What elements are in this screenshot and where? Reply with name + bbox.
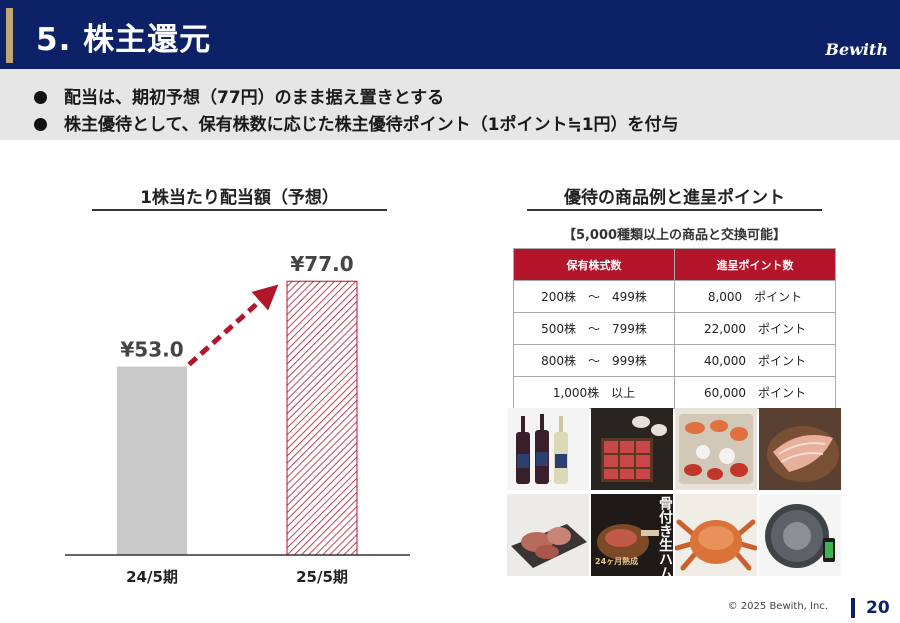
page-number: 20 — [866, 598, 890, 618]
bar-value-label: ¥77.0 — [290, 252, 353, 276]
header-bar: 5. 株主還元 Bewith — [0, 0, 900, 69]
summary-band: 配当は、期初予想（77円）のまま据え置きとする 株主優待として、保有株数に応じた… — [0, 69, 900, 140]
robot-vacuum-photo — [759, 494, 841, 576]
table-cell-shares: 200株 ～ 499株 — [513, 280, 675, 313]
bullet-icon — [34, 91, 47, 104]
category-label: 25/5期 — [296, 568, 348, 586]
exchange-note: 【5,000種類以上の商品と交換可能】 — [562, 228, 787, 243]
roast-beef-photo — [507, 494, 589, 576]
growth-arrow — [187, 284, 279, 367]
benefit-section-title: 優待の商品例と進呈ポイント — [564, 188, 785, 208]
dividend-bar-chart: ¥53.0 24/5期 ¥77.0 25/5期 — [65, 252, 410, 586]
bullet-item: 配当は、期初予想（77円）のまま据え置きとする — [34, 83, 444, 108]
table-cell-shares: 800株 ～ 999株 — [513, 344, 675, 377]
table-cell-shares: 1,000株 以上 — [513, 376, 675, 409]
table-row: 1,000株 以上 60,000 ポイント — [513, 376, 836, 409]
table-cell-shares: 500株 ～ 799株 — [513, 312, 675, 345]
fish-fillet-photo — [759, 408, 841, 490]
page-title: 5. 株主還元 — [36, 22, 212, 58]
hairy-crab-photo — [675, 494, 757, 576]
dividend-section-title: 1株当たり配当額（予想） — [140, 188, 339, 208]
dividend-title-rule — [92, 209, 387, 211]
table-cell-points: 60,000 ポイント — [674, 376, 836, 409]
table-row: 200株 ～ 499株 8,000 ポイント — [513, 280, 836, 313]
bullet-text: 株主優待として、保有株数に応じた株主優待ポイント（1ポイント≒1円）を付与 — [64, 115, 679, 135]
header-accent — [6, 8, 13, 63]
ham-subcaption: 24ヶ月熟成 — [595, 557, 639, 566]
table-cell-points: 8,000 ポイント — [674, 280, 836, 313]
wine-photo — [507, 408, 589, 490]
category-label: 24/5期 — [126, 568, 178, 586]
points-table: 保有株式数 進呈ポイント数 200株 ～ 499株 8,000 ポイント 500… — [513, 248, 836, 409]
bone-in-ham-photo — [591, 494, 673, 576]
bar-2 — [286, 280, 358, 556]
table-header-points: 進呈ポイント数 — [674, 248, 836, 281]
bar-value-label: ¥53.0 — [120, 338, 183, 362]
bullet-item: 株主優待として、保有株数に応じた株主優待ポイント（1ポイント≒1円）を付与 — [34, 110, 679, 135]
company-logo: Bewith — [825, 40, 888, 59]
table-row: 500株 ～ 799株 22,000 ポイント — [513, 312, 836, 345]
copyright-text: © 2025 Bewith, Inc. — [727, 601, 828, 612]
wagyu-box-photo — [591, 408, 673, 490]
page-number-bar — [851, 598, 855, 618]
bullet-icon — [34, 118, 47, 131]
table-cell-points: 40,000 ポイント — [674, 344, 836, 377]
table-header-shares: 保有株式数 — [513, 248, 675, 281]
product-photo-grid: 骨付き生ハム 24ヶ月熟成 — [507, 408, 843, 580]
bullet-text: 配当は、期初予想（77円）のまま据え置きとする — [64, 88, 445, 108]
table-cell-points: 22,000 ポイント — [674, 312, 836, 345]
ham-caption: 骨付き生ハム — [657, 496, 673, 580]
seafood-platter-photo — [675, 408, 757, 490]
benefit-title-rule — [527, 209, 822, 211]
bar-1 — [117, 366, 187, 555]
table-row: 800株 ～ 999株 40,000 ポイント — [513, 344, 836, 377]
table-header-row: 保有株式数 進呈ポイント数 — [513, 248, 836, 281]
